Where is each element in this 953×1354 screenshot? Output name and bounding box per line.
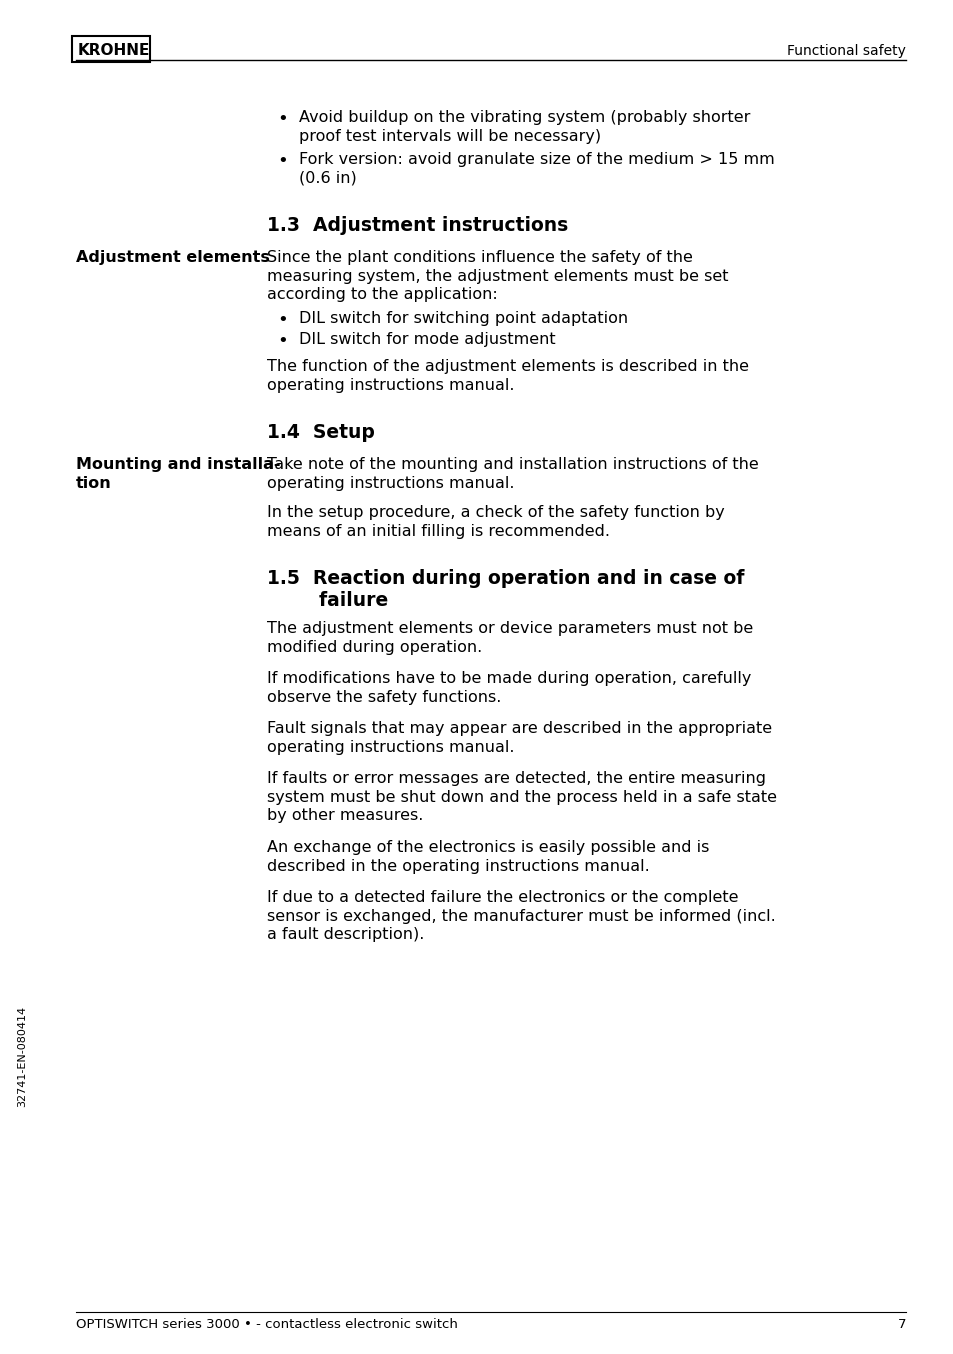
Text: DIL switch for switching point adaptation: DIL switch for switching point adaptatio… bbox=[298, 311, 627, 326]
Text: If due to a detected failure the electronics or the complete
sensor is exchanged: If due to a detected failure the electro… bbox=[267, 890, 775, 942]
Text: tion: tion bbox=[76, 477, 112, 492]
Text: Fork version: avoid granulate size of the medium > 15 mm
(0.6 in): Fork version: avoid granulate size of th… bbox=[298, 152, 774, 185]
Text: The adjustment elements or device parameters must not be
modified during operati: The adjustment elements or device parame… bbox=[267, 621, 753, 654]
Text: 1.3  Adjustment instructions: 1.3 Adjustment instructions bbox=[267, 217, 568, 236]
Text: Fault signals that may appear are described in the appropriate
operating instruc: Fault signals that may appear are descri… bbox=[267, 720, 771, 754]
Text: If faults or error messages are detected, the entire measuring
system must be sh: If faults or error messages are detected… bbox=[267, 770, 776, 823]
Text: Adjustment elements: Adjustment elements bbox=[76, 250, 270, 265]
Text: •: • bbox=[276, 152, 288, 171]
Text: 1.4  Setup: 1.4 Setup bbox=[267, 422, 375, 441]
Text: OPTISWITCH series 3000 • - contactless electronic switch: OPTISWITCH series 3000 • - contactless e… bbox=[76, 1317, 457, 1331]
Text: Avoid buildup on the vibrating system (probably shorter
proof test intervals wil: Avoid buildup on the vibrating system (p… bbox=[298, 110, 750, 144]
Text: •: • bbox=[276, 311, 288, 329]
Text: 7: 7 bbox=[897, 1317, 905, 1331]
Text: •: • bbox=[276, 110, 288, 129]
Text: failure: failure bbox=[267, 590, 388, 611]
Text: Mounting and installa-: Mounting and installa- bbox=[76, 458, 280, 473]
Text: Take note of the mounting and installation instructions of the
operating instruc: Take note of the mounting and installati… bbox=[267, 458, 758, 490]
Text: 1.5  Reaction during operation and in case of: 1.5 Reaction during operation and in cas… bbox=[267, 569, 743, 588]
FancyBboxPatch shape bbox=[71, 37, 150, 62]
Text: 32741-EN-080414: 32741-EN-080414 bbox=[17, 1006, 27, 1106]
Text: Functional safety: Functional safety bbox=[786, 43, 905, 58]
Text: Since the plant conditions influence the safety of the
measuring system, the adj: Since the plant conditions influence the… bbox=[267, 250, 728, 302]
Text: In the setup procedure, a check of the safety function by
means of an initial fi: In the setup procedure, a check of the s… bbox=[267, 505, 724, 539]
Text: •: • bbox=[276, 332, 288, 349]
Text: The function of the adjustment elements is described in the
operating instructio: The function of the adjustment elements … bbox=[267, 359, 748, 393]
Text: KROHNE: KROHNE bbox=[78, 43, 151, 58]
Text: DIL switch for mode adjustment: DIL switch for mode adjustment bbox=[298, 332, 555, 347]
Text: If modifications have to be made during operation, carefully
observe the safety : If modifications have to be made during … bbox=[267, 672, 751, 704]
Text: An exchange of the electronics is easily possible and is
described in the operat: An exchange of the electronics is easily… bbox=[267, 839, 709, 873]
